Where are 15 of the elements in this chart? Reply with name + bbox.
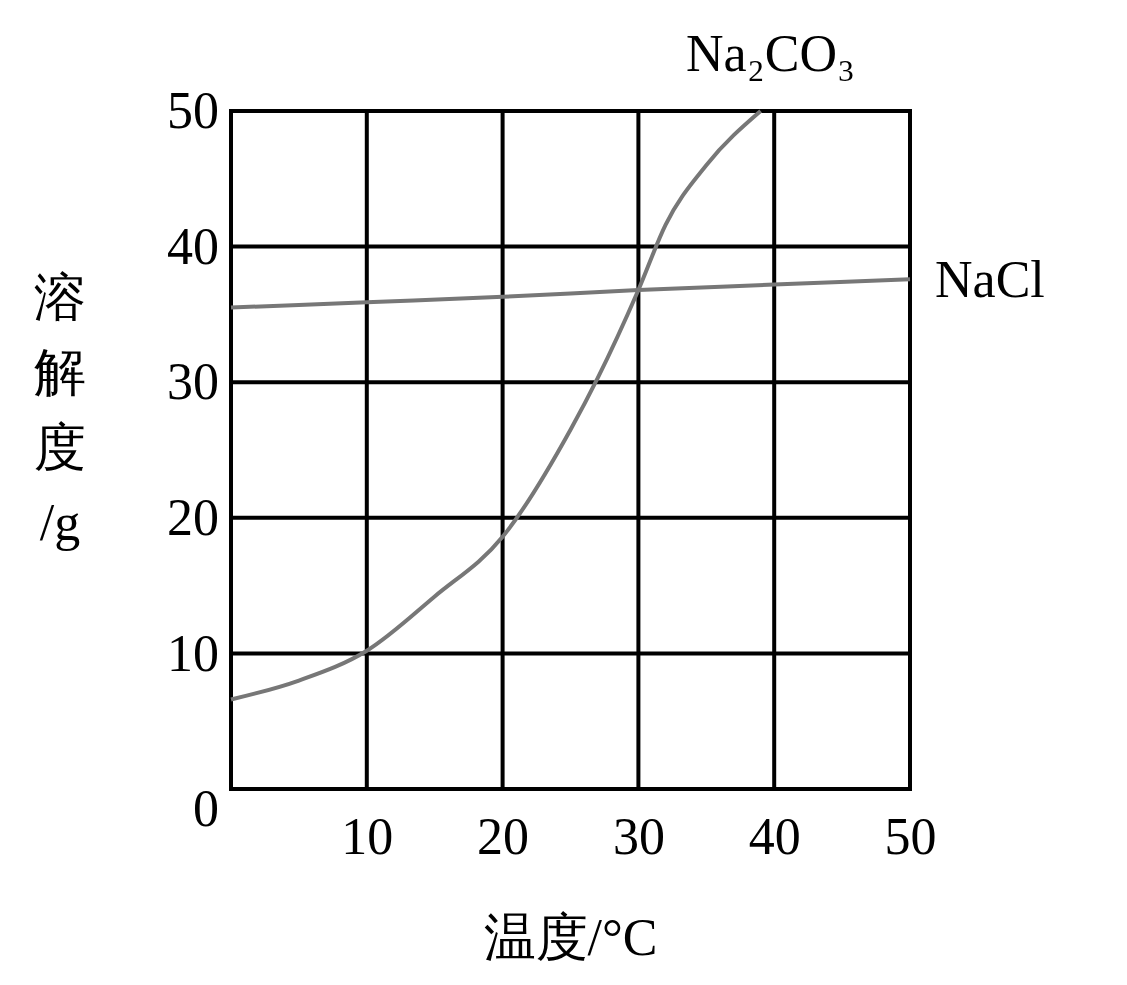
x-axis-title: 温度/°C	[483, 909, 658, 966]
y-tick-label: 0	[193, 779, 219, 837]
y-tick-label: 40	[167, 217, 219, 275]
x-tick-label: 20	[477, 807, 530, 865]
series-label: NaCl	[935, 251, 1045, 309]
y-axis-title: 溶解度/g	[34, 269, 86, 551]
y-tick-label: 30	[167, 353, 219, 411]
y-tick-label: 20	[167, 488, 219, 546]
x-tick-label: 10	[341, 807, 394, 865]
y-tick-label: 10	[167, 624, 219, 682]
x-tick-label: 50	[884, 807, 937, 865]
series-label: Na₂CO₃	[686, 25, 856, 82]
x-tick-label: 40	[748, 807, 801, 865]
y-tick-label: 50	[167, 82, 219, 140]
x-tick-label: 30	[612, 807, 665, 865]
